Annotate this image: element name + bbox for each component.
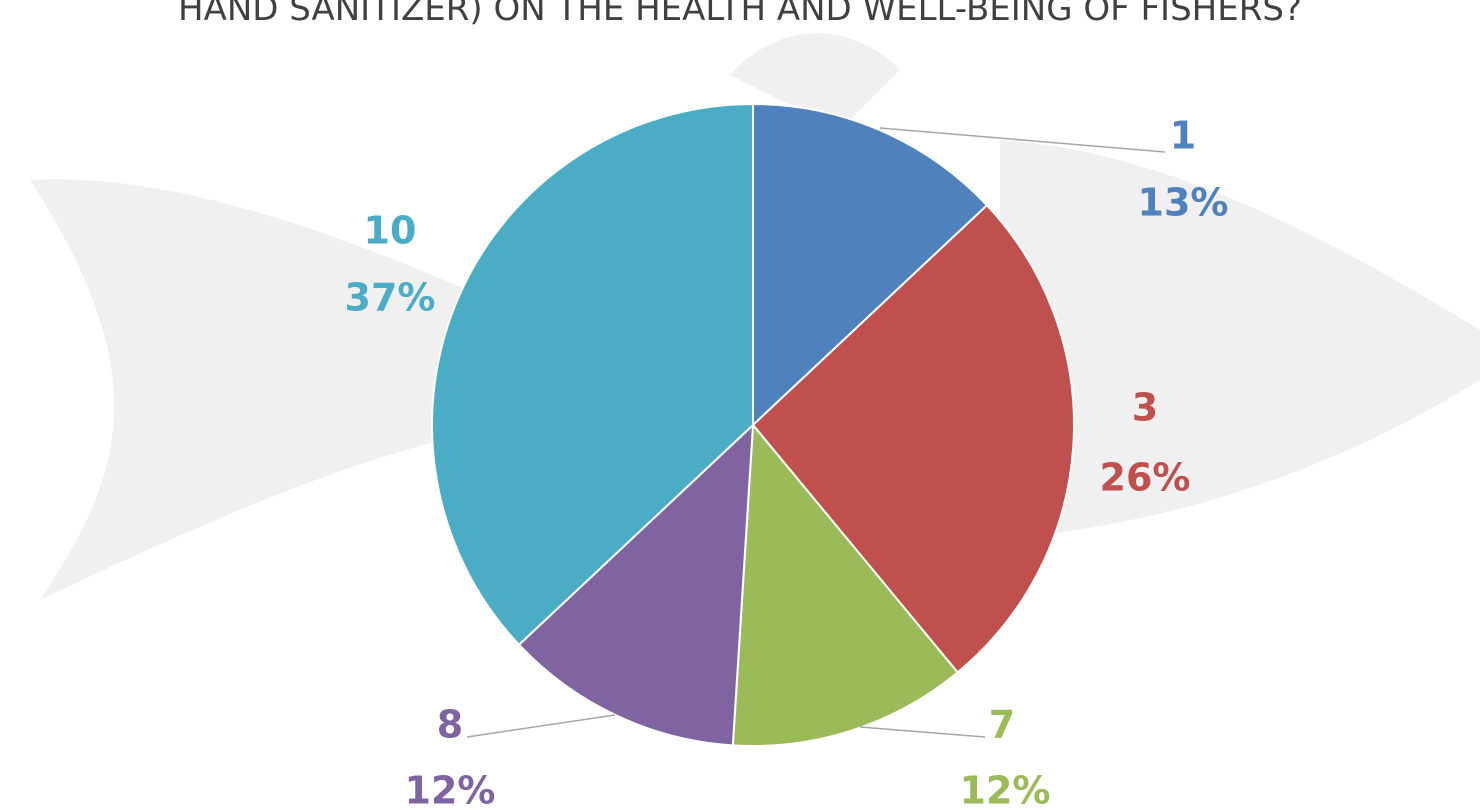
value-label: 12% [960,769,1051,810]
value-label: 13% [1138,181,1229,225]
chart: HAND SANITIZER) ON THE HEALTH AND WELL-B… [0,0,1480,810]
category-label: 7 [989,703,1015,747]
category-label: 8 [437,703,463,747]
leader-line [467,715,615,737]
leader-line [860,727,985,737]
value-label: 26% [1100,456,1191,500]
category-label: 1 [1170,114,1196,158]
value-label: 37% [345,276,436,320]
chart-title: HAND SANITIZER) ON THE HEALTH AND WELL-B… [178,0,1302,29]
category-label: 10 [364,209,417,253]
value-label: 12% [405,769,496,810]
category-label: 3 [1132,386,1158,430]
